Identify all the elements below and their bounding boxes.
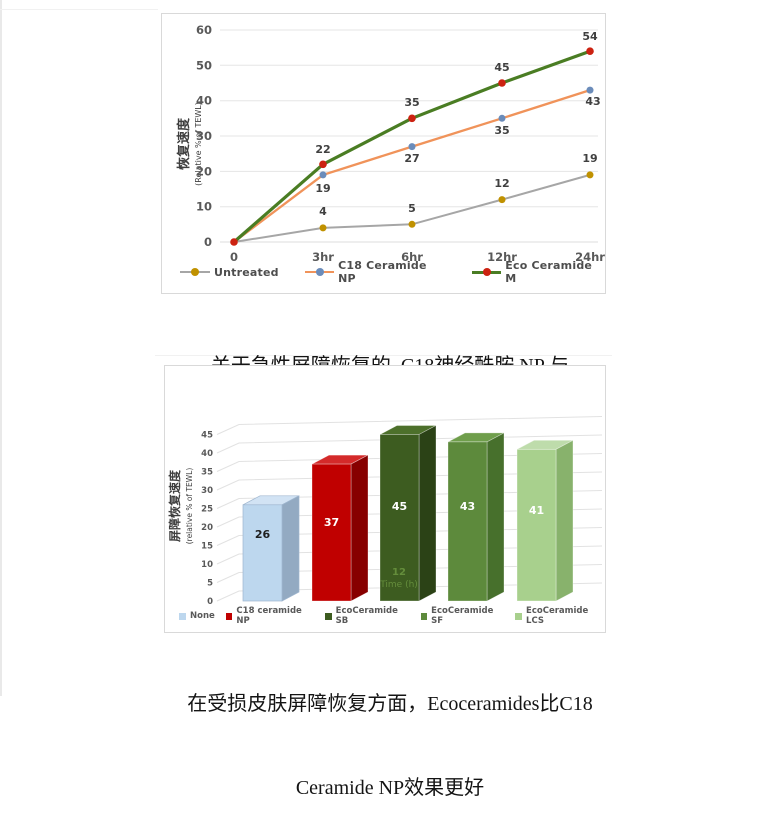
bar-chart-legend: None C18 ceramide NP EcoCeramide SB EcoC… xyxy=(179,606,605,626)
svg-text:4: 4 xyxy=(319,205,327,218)
line-chart-image[interactable]: 恢复速度 (Relative % of TEWL) 60 50 40 30 20… xyxy=(161,13,606,294)
svg-text:25: 25 xyxy=(201,505,213,515)
ghost-time-label: 12 Time (h) xyxy=(379,567,418,590)
bar-chart-plot: 屏障恢复速度 (relative % of TEWL) 0 5 10 15 20… xyxy=(167,416,603,608)
line-chart-plot: 恢复速度 (Relative % of TEWL) 60 50 40 30 20… xyxy=(176,23,605,264)
legend-label: Untreated xyxy=(214,265,279,279)
svg-text:26: 26 xyxy=(255,528,271,541)
ecoceramide-lcs-swatch-icon xyxy=(515,612,523,620)
svg-text:12: 12 xyxy=(392,567,406,578)
legend-item-untreated: Untreated xyxy=(180,266,279,279)
bar-ecoceramide-lcs xyxy=(516,439,574,602)
svg-text:24hr: 24hr xyxy=(575,250,605,264)
svg-text:(relative % of TEWL): (relative % of TEWL) xyxy=(185,468,194,545)
svg-text:22: 22 xyxy=(315,143,330,156)
svg-text:Time (h): Time (h) xyxy=(379,580,418,590)
series-c18-line xyxy=(232,88,592,244)
svg-text:6hr: 6hr xyxy=(401,250,423,264)
svg-text:40: 40 xyxy=(196,94,212,108)
svg-text:19: 19 xyxy=(315,182,330,195)
bar-chart-y-ticks: 0 5 10 15 20 25 30 35 40 45 xyxy=(201,431,213,608)
caption-bottom: 在受损皮肤屏障恢复方面，Ecoceramides比C18 Ceramide NP… xyxy=(85,634,695,830)
svg-text:5: 5 xyxy=(408,202,416,215)
legend-item-ecoceramide-lcs: EcoCeramide LCS xyxy=(515,606,605,626)
legend-label: C18 ceramide NP xyxy=(236,606,302,626)
svg-text:19: 19 xyxy=(582,152,597,165)
legend-label: EcoCeramide SB xyxy=(335,606,398,626)
svg-text:40: 40 xyxy=(201,449,213,459)
svg-text:20: 20 xyxy=(201,523,213,533)
none-swatch-icon xyxy=(179,612,186,620)
line-chart-data-labels: 22 35 45 54 19 27 35 43 4 5 12 19 xyxy=(315,30,600,218)
legend-label: EcoCeramide LCS xyxy=(526,606,589,626)
svg-text:45: 45 xyxy=(201,431,213,441)
svg-text:43: 43 xyxy=(460,500,475,513)
svg-text:35: 35 xyxy=(494,124,509,137)
svg-text:0: 0 xyxy=(207,597,213,604)
c18-swatch-icon xyxy=(225,612,233,620)
svg-text:(Relative % of TEWL): (Relative % of TEWL) xyxy=(194,102,203,186)
bar-c18-ceramide-np xyxy=(311,454,369,602)
svg-text:30: 30 xyxy=(201,486,213,496)
svg-text:45: 45 xyxy=(392,500,407,513)
bar-chart-y-axis-title: 屏障恢复速度 (relative % of TEWL) xyxy=(167,468,194,545)
line-chart-y-ticks: 60 50 40 30 20 10 0 xyxy=(196,23,212,249)
c18-swatch-icon xyxy=(304,268,335,276)
svg-text:54: 54 xyxy=(582,30,598,43)
legend-item-c18-ceramide-np: C18 Ceramide NP xyxy=(304,259,446,285)
line-chart-x-ticks: 0 3hr 6hr 12hr 24hr xyxy=(230,250,605,264)
svg-text:0: 0 xyxy=(230,250,238,264)
line-chart-y-axis-title: 恢复速度 (Relative % of TEWL) xyxy=(176,102,203,186)
legend-item-eco-ceramide-m: Eco Ceramide M xyxy=(471,259,605,285)
svg-text:10: 10 xyxy=(196,200,212,214)
legend-item-ecoceramide-sb: EcoCeramide SB xyxy=(325,606,410,626)
bar-ecoceramide-sb xyxy=(379,424,437,602)
line-chart-legend: Untreated C18 Ceramide NP Eco Ceramide M xyxy=(180,259,605,285)
svg-text:30: 30 xyxy=(196,129,212,143)
bar-none xyxy=(242,495,300,602)
legend-item-c18-ceramide-np: C18 ceramide NP xyxy=(225,606,314,626)
svg-text:0: 0 xyxy=(204,235,212,249)
svg-text:27: 27 xyxy=(404,152,419,165)
legend-label: Eco Ceramide M xyxy=(505,259,593,285)
legend-item-ecoceramide-sf: EcoCeramide SF xyxy=(420,606,505,626)
svg-text:35: 35 xyxy=(201,468,213,478)
line-chart-gridlines xyxy=(220,29,598,243)
svg-text:37: 37 xyxy=(324,516,339,529)
svg-text:35: 35 xyxy=(404,96,419,109)
svg-text:屏障恢复速度: 屏障恢复速度 xyxy=(167,469,182,543)
ecoceramide-sf-swatch-icon xyxy=(420,612,428,620)
series-untreated-markers xyxy=(230,171,594,246)
page-left-border xyxy=(0,0,2,696)
svg-text:20: 20 xyxy=(196,164,212,178)
page-top-border xyxy=(0,9,158,10)
svg-text:12: 12 xyxy=(494,177,509,190)
svg-text:恢复速度: 恢复速度 xyxy=(176,117,192,170)
svg-text:10: 10 xyxy=(201,560,213,570)
bar-chart-image[interactable]: 屏障恢复速度 (relative % of TEWL) 0 5 10 15 20… xyxy=(164,365,606,633)
legend-label: None xyxy=(190,611,215,621)
caption-bottom-line2: Ceramide NP效果更好 xyxy=(295,777,485,799)
image-edge-line xyxy=(155,355,612,356)
svg-text:15: 15 xyxy=(201,542,213,552)
series-c18-markers xyxy=(319,86,594,179)
legend-label: C18 Ceramide NP xyxy=(338,259,427,285)
svg-text:50: 50 xyxy=(196,58,212,72)
svg-text:45: 45 xyxy=(494,61,509,74)
svg-text:41: 41 xyxy=(529,504,544,517)
legend-item-none: None xyxy=(179,611,215,621)
eco-ceramide-m-swatch-icon xyxy=(471,267,502,276)
svg-text:5: 5 xyxy=(207,579,213,589)
untreated-swatch-icon xyxy=(180,268,210,276)
svg-text:43: 43 xyxy=(585,95,600,108)
ecoceramide-sb-swatch-icon xyxy=(325,612,332,620)
legend-label: EcoCeramide SF xyxy=(431,606,494,626)
svg-text:60: 60 xyxy=(196,23,212,37)
svg-text:3hr: 3hr xyxy=(312,250,334,264)
caption-bottom-line1: 在受损皮肤屏障恢复方面，Ecoceramides比C18 xyxy=(187,693,593,715)
svg-text:12hr: 12hr xyxy=(487,250,517,264)
series-ecoceramide-m-markers xyxy=(230,47,594,246)
bar-chart-data-labels: 26 37 45 43 41 xyxy=(255,500,544,541)
bar-ecoceramide-sf xyxy=(447,432,505,602)
